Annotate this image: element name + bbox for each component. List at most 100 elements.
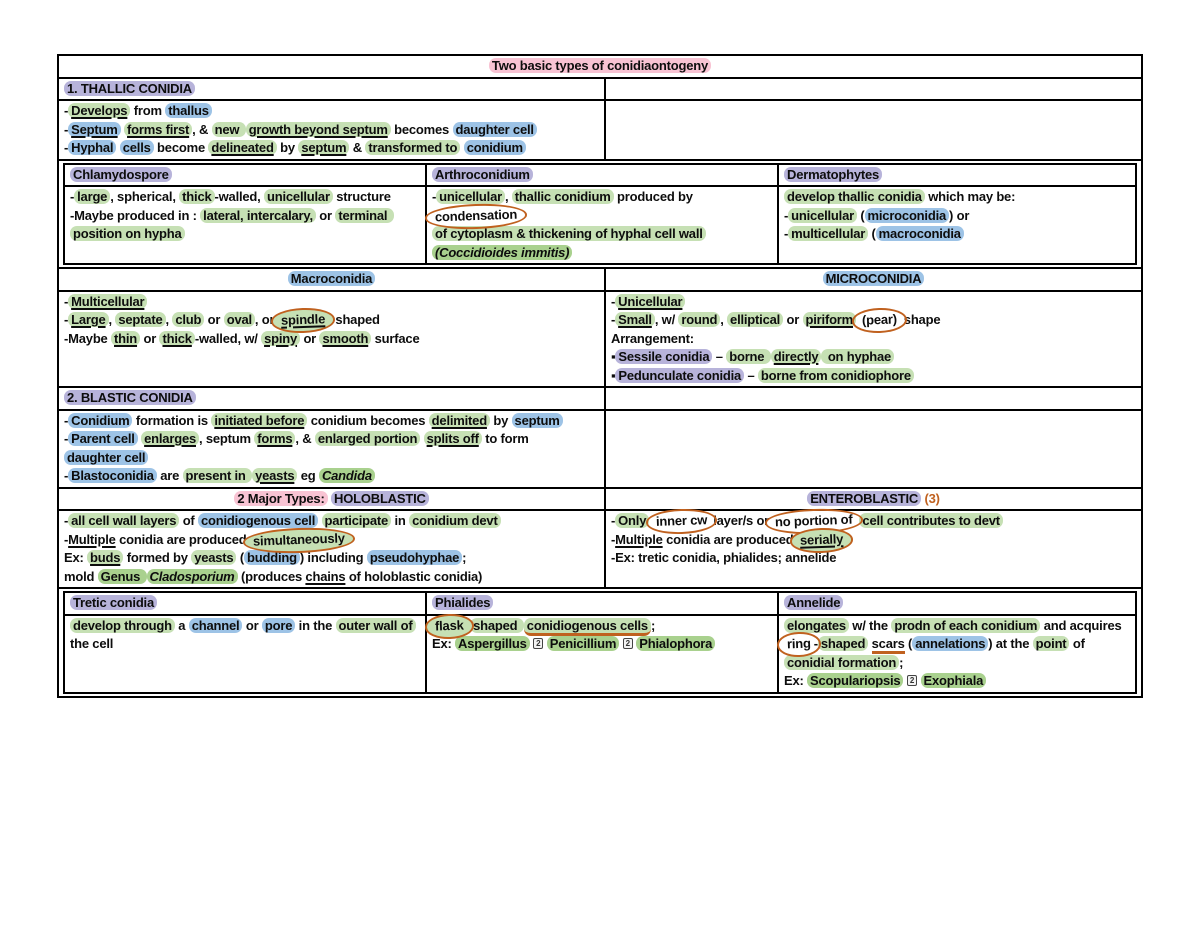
- text-line: Tretic conidia: [70, 594, 420, 613]
- text-run: ,: [720, 312, 728, 327]
- text-run: -: [64, 103, 69, 118]
- highlighted-text: MICROCONIDIA: [822, 271, 925, 286]
- text-run: -Maybe: [64, 330, 112, 346]
- highlighted-text: Small: [615, 312, 655, 327]
- highlighted-text: piriform: [802, 312, 857, 327]
- enteroblastic-notes: - Only inner cw layer/s or no portion of …: [606, 507, 1141, 587]
- major-types-body-row: - all cell wall layers of conidiogenous c…: [59, 507, 1141, 589]
- text-line: - Unicellular: [611, 293, 1136, 312]
- highlighted-text: Exophiala: [920, 673, 987, 688]
- macroconidia-heading: Macroconidia: [59, 269, 606, 290]
- holoblastic-notes: - all cell wall layers of conidiogenous c…: [59, 511, 606, 587]
- text-run: to form: [481, 431, 529, 446]
- text-line: Annelide: [784, 594, 1130, 613]
- text-run: the cell: [70, 617, 419, 651]
- text-line: -Multiple conidia are produced serially: [611, 526, 1136, 554]
- text-run: -: [64, 431, 69, 446]
- text-run: ) including: [299, 550, 367, 565]
- arthroconidium-notes: - unicellular, thallic conidium produced …: [424, 187, 779, 263]
- highlighted-text: Parent cell: [68, 431, 138, 446]
- thallic-header-row: 1. THALLIC CONIDIA: [59, 78, 1141, 101]
- text-line: - unicellular, thallic conidium produced …: [424, 188, 772, 230]
- text-line: - Hyphal cells become delineated by septu…: [64, 139, 599, 158]
- text-run: formation is: [132, 412, 212, 428]
- text-line: MICROCONIDIA: [611, 270, 1136, 289]
- highlighted-text: 2 Major Types:: [234, 490, 328, 506]
- highlighted-text: Multicellular: [68, 293, 148, 309]
- empty-cell: [606, 388, 1141, 409]
- text-line: -Ex: tretic conidia, phialides; annelide: [611, 549, 1136, 568]
- document-title: Two basic types of conidiaontogeny: [59, 56, 1141, 77]
- text-line: of cytoplasm & thickening of hyphal cell…: [432, 225, 772, 244]
- highlighted-text: pseudohyphae: [366, 550, 463, 565]
- dermatophytes-notes: develop thallic conidia which may be: - un…: [779, 187, 1135, 263]
- highlighted-text: prodn of each conidium: [891, 617, 1041, 633]
- dermatophytes-heading: Dermatophytes: [779, 165, 1135, 186]
- thallic-section-heading: 1. THALLIC CONIDIA: [59, 78, 606, 99]
- text-run: -: [64, 140, 69, 155]
- thallic-notes: - Develops from thallus - Septum forms firs…: [59, 101, 606, 159]
- microconidia-notes: - Unicellular - Small, w/ round, elliptical…: [606, 292, 1141, 387]
- text-run: ;: [650, 617, 656, 633]
- text-line: Ex: Scopulariopsis 2 Exophiala: [784, 672, 1130, 691]
- highlighted-text: shaped: [470, 617, 524, 633]
- text-line: Ex: Aspergillus 2 Penicillium 2 Phialoph…: [432, 635, 772, 654]
- text-line: -Maybe produced in : lateral, intercalar…: [70, 207, 420, 244]
- highlighted-text: daughter cell: [64, 449, 149, 465]
- text-run: or: [300, 330, 320, 346]
- thallic-subtable-wrap: Chlamydospore Arthroconidium Dermatophyt…: [59, 161, 1141, 269]
- text-run: Multiple: [615, 531, 663, 547]
- arthroconidium-heading: Arthroconidium: [427, 164, 779, 185]
- text-run: of: [179, 513, 198, 528]
- missing-glyph-box: 2: [906, 675, 918, 686]
- highlighted-text: Dermatophytes: [784, 166, 883, 182]
- text-run: -: [611, 312, 616, 327]
- highlighted-text: Aspergillus: [455, 636, 530, 651]
- text-run: -: [784, 226, 789, 241]
- text-line: 2. BLASTIC CONIDIA: [64, 389, 599, 408]
- text-run: -: [611, 513, 616, 528]
- text-run: becomes: [390, 121, 453, 137]
- highlighted-text: oval: [223, 312, 255, 327]
- text-run: produced by: [613, 189, 697, 204]
- text-run: -: [64, 531, 69, 547]
- highlighted-text: (Coccidioides immitis): [432, 244, 573, 260]
- highlighted-text: participate: [321, 513, 392, 528]
- text-line: Chlamydospore: [70, 166, 420, 185]
- highlighted-text: borne from conidiophore: [757, 367, 914, 383]
- highlighted-text: borne: [726, 349, 771, 364]
- text-run: structure: [332, 189, 391, 204]
- text-line: develop through a channel or pore in the…: [70, 617, 420, 654]
- highlighted-text: conidium: [463, 140, 526, 155]
- macroconidia-notes: - Multicellular - Large, septate, club or o…: [59, 291, 606, 386]
- text-run: are: [156, 468, 183, 483]
- text-run: ,: [108, 312, 116, 327]
- text-run: -: [611, 531, 616, 547]
- text-run: ) at the: [988, 636, 1033, 651]
- highlighted-text: delineated: [208, 140, 277, 155]
- text-run: ▪: [611, 349, 616, 364]
- text-line: 2 Major Types: HOLOBLASTIC: [64, 490, 599, 509]
- text-run: a: [174, 617, 189, 633]
- text-line: - Develops from thallus: [64, 102, 599, 121]
- text-line: - Multicellular: [64, 293, 599, 312]
- annelide-notes: elongates w/ the prodn of each conidium …: [776, 616, 1135, 692]
- highlighted-text: Genus: [97, 568, 147, 584]
- text-run: –: [744, 367, 758, 383]
- text-run: layer/s or: [709, 513, 773, 528]
- text-run: -: [70, 189, 75, 204]
- title-row: Two basic types of conidiaontogeny: [59, 56, 1141, 79]
- missing-glyph-box: 2: [533, 638, 544, 649]
- highlighted-text: cell contributes to devt: [859, 513, 1003, 528]
- highlighted-text: yeasts: [252, 468, 298, 483]
- text-run: or: [204, 312, 224, 327]
- text-run: Ex:: [784, 673, 808, 688]
- annelide-heading: Annelide: [779, 593, 1135, 614]
- text-run: shape: [900, 312, 941, 327]
- highlighted-text: new: [211, 121, 246, 137]
- text-run: conidia are produced: [115, 531, 250, 547]
- text-run: ▪: [611, 367, 616, 383]
- text-run: -: [813, 636, 818, 651]
- highlighted-text: Conidium: [68, 412, 133, 428]
